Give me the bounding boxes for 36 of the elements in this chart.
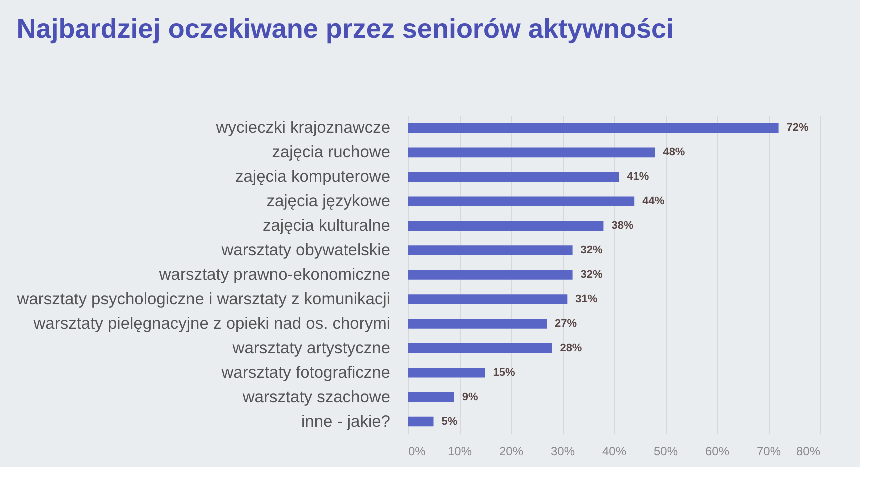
y-tick-label: warsztaty pielęgnacyjne z opieki nad os. chorymi bbox=[32, 314, 390, 333]
y-tick-label: inne - jakie? bbox=[302, 412, 390, 431]
y-tick-label: zajęcia komputerowe bbox=[236, 168, 390, 186]
data-label: 5% bbox=[442, 416, 458, 428]
data-label: 38% bbox=[612, 220, 634, 232]
data-label: 9% bbox=[462, 391, 478, 404]
data-label: 44% bbox=[642, 196, 665, 208]
data-label: 15% bbox=[493, 366, 516, 379]
y-tick-label: wycieczki krajoznawcze bbox=[215, 119, 390, 138]
x-tick-label: 80% bbox=[796, 444, 821, 458]
y-tick-label: zajęcia językowe bbox=[266, 192, 390, 211]
data-label: 72% bbox=[786, 122, 810, 134]
y-tick-label: warsztaty artystyczne bbox=[232, 339, 390, 358]
data-label: 32% bbox=[580, 269, 604, 281]
x-tick-label: 50% bbox=[654, 444, 678, 458]
y-tick-label: zajęcia ruchowe bbox=[272, 144, 390, 162]
x-tick-label: 0% bbox=[408, 444, 426, 458]
data-label: 28% bbox=[560, 342, 582, 354]
y-tick-label: zajęcia kulturalne bbox=[263, 217, 390, 236]
x-tick-label: 40% bbox=[602, 444, 627, 458]
data-label: 48% bbox=[663, 146, 686, 159]
y-tick-label: warsztaty szachowe bbox=[242, 388, 390, 406]
data-label: 41% bbox=[627, 171, 650, 184]
x-tick-label: 20% bbox=[499, 444, 524, 458]
x-tick-label: 70% bbox=[756, 444, 782, 458]
x-tick-label: 30% bbox=[550, 444, 576, 458]
y-tick-label: warsztaty fotograficzne bbox=[220, 364, 390, 382]
y-tick-label: warsztaty obywatelskie bbox=[220, 242, 390, 260]
x-tick-label: 60% bbox=[705, 444, 730, 458]
data-label: 32% bbox=[580, 244, 604, 257]
data-label: 31% bbox=[576, 293, 598, 306]
y-tick-label: warsztaty psychologiczne i warsztaty z komunikacji bbox=[16, 290, 390, 308]
chart-title: Najbardziej oczekiwane przez seniorów aktywności bbox=[16, 14, 674, 44]
x-tick-label: 10% bbox=[448, 444, 472, 458]
y-tick-label: warsztaty prawno-ekonomiczne bbox=[158, 266, 390, 284]
data-label: 27% bbox=[555, 318, 578, 330]
